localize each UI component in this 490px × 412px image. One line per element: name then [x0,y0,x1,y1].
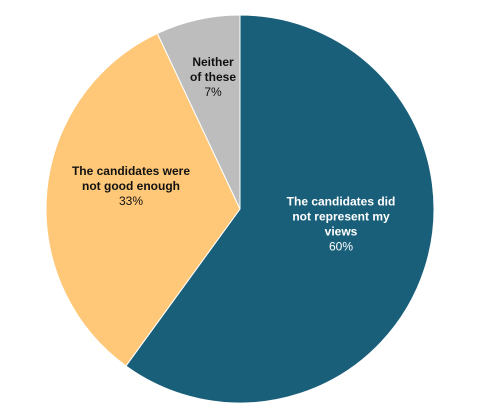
slice-category-label: The candidates did [287,195,396,209]
slice-category-label: of these [190,70,236,84]
pie-slice-neither-of-these [156,14,241,210]
slice-category-label: Neither [192,55,234,69]
slice-value-label: 33% [119,194,143,208]
slice-category-label: not represent my [292,210,390,224]
slice-value-label: 60% [329,240,353,254]
slice-value-label: 7% [204,85,222,99]
pie-slice-the-candidates-did-not-represent-my-views [125,14,435,404]
pie-slice-the-candidates-were-not-good-enough [45,32,241,367]
slice-category-label: not good enough [82,179,180,193]
slice-category-label: views [325,225,358,239]
slice-category-label: The candidates were [72,164,190,178]
